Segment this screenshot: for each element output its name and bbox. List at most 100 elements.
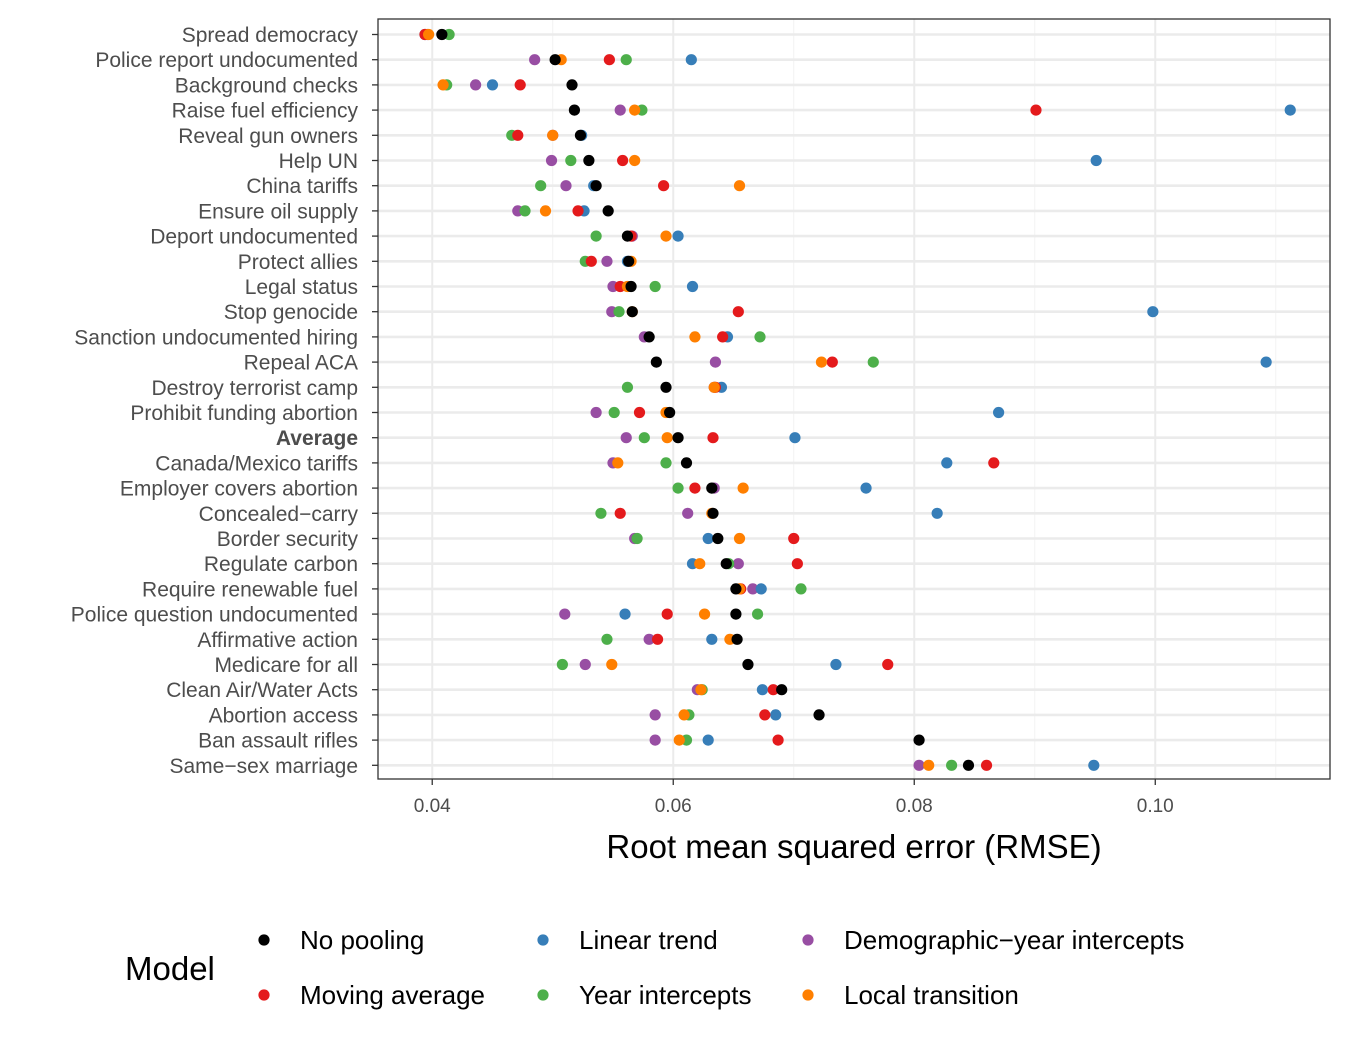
data-point: [751, 608, 764, 620]
y-tick-label: Police question undocumented: [71, 604, 358, 627]
data-point: [629, 154, 641, 167]
data-point: [689, 331, 701, 343]
data-point: [629, 104, 641, 116]
data-point: [1147, 306, 1159, 318]
data-point: [685, 54, 697, 66]
legend-label: Demographic−year intercepts: [844, 925, 1184, 955]
y-tick-label: China tariffs: [246, 175, 358, 198]
data-point: [680, 457, 693, 469]
data-point: [695, 684, 707, 696]
data-point: [519, 205, 531, 217]
y-tick-label: Same−sex marriage: [170, 755, 359, 778]
data-point: [486, 79, 499, 91]
legend-label: Moving average: [300, 980, 485, 1010]
data-point: [931, 507, 943, 519]
data-point: [706, 633, 718, 645]
data-point: [539, 205, 552, 217]
data-point: [772, 734, 784, 746]
data-point: [789, 432, 801, 444]
data-point: [770, 709, 782, 721]
data-point: [1260, 356, 1272, 368]
data-point: [568, 104, 581, 116]
data-point: [631, 532, 643, 545]
data-point: [606, 658, 618, 671]
data-point: [661, 608, 673, 620]
data-point: [595, 507, 607, 519]
data-point: [1030, 104, 1042, 116]
data-point: [620, 432, 632, 444]
data-point: [830, 658, 842, 671]
data-point: [651, 633, 664, 645]
data-point: [512, 129, 524, 141]
legend-label: Linear trend: [579, 925, 718, 955]
data-point: [813, 709, 825, 721]
data-point: [815, 356, 828, 368]
y-tick-label: Average: [276, 427, 358, 450]
data-point: [529, 54, 541, 66]
y-tick-label: Destroy terrorist camp: [151, 377, 358, 400]
data-point: [660, 381, 672, 393]
y-tick-label: Medicare for all: [214, 654, 358, 677]
data-point: [946, 759, 958, 771]
data-point: [756, 684, 769, 696]
data-point: [658, 180, 670, 192]
data-point: [620, 54, 632, 66]
data-point: [776, 684, 788, 696]
data-point: [717, 331, 729, 343]
data-point: [941, 457, 953, 469]
data-point: [650, 356, 662, 368]
data-point: [625, 280, 637, 293]
y-tick-label: Repeal ACA: [244, 352, 358, 375]
data-point: [791, 558, 803, 570]
data-point: [660, 457, 672, 469]
data-point: [702, 532, 714, 545]
data-point: [737, 482, 749, 494]
legend-title: Model: [125, 950, 215, 987]
data-point: [795, 583, 807, 595]
plot-panel-border: [377, 18, 1331, 780]
data-point: [617, 154, 629, 167]
data-point: [603, 54, 615, 66]
data-point: [565, 154, 577, 167]
x-tick-label: 0.06: [655, 796, 692, 817]
data-point: [556, 658, 568, 671]
x-tick-label: 0.08: [896, 796, 933, 817]
y-tick-label: Clean Air/Water Acts: [166, 679, 358, 702]
data-point: [601, 633, 613, 645]
data-point: [643, 633, 655, 645]
data-point: [470, 79, 482, 91]
legend: Model No pooling Moving average Linear tre…: [125, 925, 1184, 1010]
data-point: [566, 79, 578, 91]
data-point: [702, 734, 714, 746]
data-point: [673, 734, 685, 746]
data-point: [733, 532, 746, 545]
data-point: [619, 608, 631, 620]
data-point: [708, 381, 720, 393]
data-point: [689, 482, 701, 494]
legend-label: Year intercepts: [579, 980, 751, 1010]
data-point: [980, 759, 993, 771]
data-point: [621, 230, 634, 242]
data-point: [633, 406, 646, 419]
y-tick-label: Require renewable fuel: [142, 578, 358, 601]
data-point: [590, 406, 602, 419]
data-point: [672, 230, 684, 242]
y-tick-label: Legal status: [245, 276, 358, 299]
data-point: [1088, 759, 1100, 771]
data-point: [649, 280, 661, 293]
data-point: [661, 432, 673, 444]
data-point: [626, 306, 638, 318]
y-tick-label: Reveal gun owners: [178, 125, 358, 148]
data-point: [788, 532, 800, 545]
y-tick-label: Concealed−carry: [199, 503, 359, 526]
data-point: [706, 482, 718, 494]
legend-label: Local transition: [844, 980, 1019, 1010]
data-point: [867, 356, 879, 368]
y-tick-label: Deport undocumented: [150, 226, 358, 249]
data-point: [649, 709, 661, 721]
data-point: [545, 154, 558, 167]
data-points: [419, 28, 1296, 771]
data-point: [682, 507, 694, 519]
y-tick-label: Ensure oil supply: [198, 200, 358, 223]
